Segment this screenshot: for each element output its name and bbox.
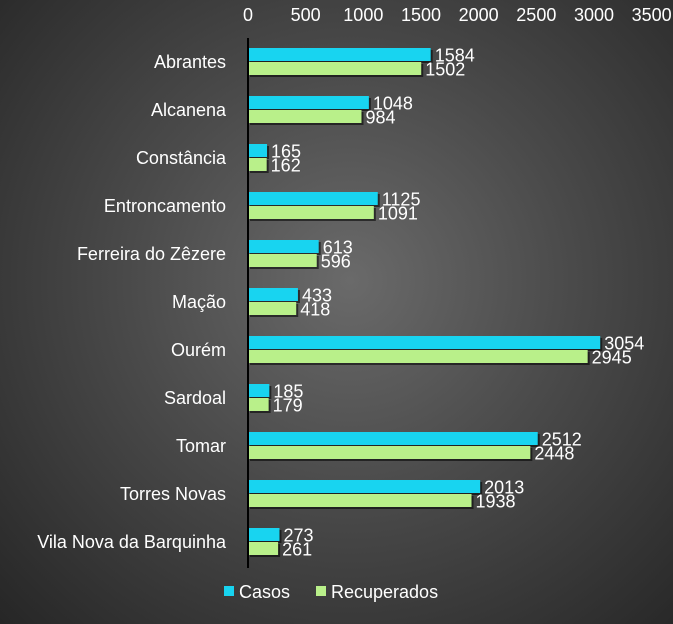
legend-swatch-casos xyxy=(224,586,234,596)
legend-label: Casos xyxy=(239,582,290,602)
bar-recuperados xyxy=(248,110,362,123)
x-tick-label: 1500 xyxy=(401,5,441,25)
category-label: Torres Novas xyxy=(120,484,226,504)
data-label: 433 xyxy=(302,286,332,306)
bar-recuperados xyxy=(248,302,297,315)
bar-casos xyxy=(248,336,601,349)
x-tick-label: 0 xyxy=(243,5,253,25)
bar-casos xyxy=(248,384,270,397)
data-label: 2945 xyxy=(592,348,632,368)
data-label: 1502 xyxy=(425,60,465,80)
data-label: 2512 xyxy=(542,430,582,450)
category-axis: Abrantes Alcanena Constância Entroncamento F… xyxy=(37,52,227,552)
category-label: Mação xyxy=(172,292,226,312)
category-label: Ourém xyxy=(171,340,226,360)
category-label: Ferreira do Zêzere xyxy=(77,244,226,264)
data-label: 596 xyxy=(321,252,351,272)
data-label: 984 xyxy=(365,108,395,128)
legend-swatch-recuperados xyxy=(316,586,326,596)
bar-recuperados xyxy=(248,494,472,507)
bar-recuperados xyxy=(248,206,374,219)
bar-casos xyxy=(248,480,481,493)
bar-casos xyxy=(248,432,538,445)
category-label: Entroncamento xyxy=(104,196,226,216)
category-label: Tomar xyxy=(176,436,226,456)
bar-casos xyxy=(248,288,298,301)
bar-recuperados xyxy=(248,542,279,555)
category-label: Sardoal xyxy=(164,388,226,408)
category-label: Vila Nova da Barquinha xyxy=(37,532,227,552)
bar-recuperados xyxy=(248,398,269,411)
x-tick-label: 3000 xyxy=(574,5,614,25)
bar-recuperados xyxy=(248,62,422,75)
bar-casos xyxy=(248,528,280,541)
bar-casos xyxy=(248,96,369,109)
data-label: 3054 xyxy=(604,334,644,354)
data-label: 2448 xyxy=(534,444,574,464)
data-label: 273 xyxy=(283,526,313,546)
data-label: 613 xyxy=(323,238,353,258)
x-tick-label: 3500 xyxy=(632,5,672,25)
x-tick-label: 500 xyxy=(291,5,321,25)
data-label: 165 xyxy=(271,142,301,162)
bar-casos xyxy=(248,192,378,205)
category-label: Alcanena xyxy=(151,100,227,120)
category-label: Constância xyxy=(136,148,227,168)
data-label: 162 xyxy=(271,156,301,176)
data-label: 1938 xyxy=(476,492,516,512)
bars: 1584 1048 165 1125 613 433 3054 185 2512 2013 273 1… xyxy=(248,46,644,560)
data-label: 179 xyxy=(273,396,303,416)
bar-recuperados xyxy=(248,254,317,267)
data-label: 1125 xyxy=(382,190,421,210)
legend: Casos Recuperados xyxy=(224,582,438,602)
x-tick-label: 2500 xyxy=(516,5,556,25)
x-tick-label: 2000 xyxy=(459,5,499,25)
data-label: 2013 xyxy=(484,478,524,498)
bar-casos xyxy=(248,144,268,157)
bar-casos xyxy=(248,240,319,253)
data-label: 1584 xyxy=(435,46,475,66)
data-label: 185 xyxy=(273,382,303,402)
bar-recuperados xyxy=(248,446,531,459)
x-tick-label: 1000 xyxy=(343,5,383,25)
data-label: 418 xyxy=(300,300,330,320)
bar-recuperados xyxy=(248,350,588,363)
legend-label: Recuperados xyxy=(331,582,438,602)
bar-recuperados xyxy=(248,158,267,171)
x-axis-ticks: 0 500 1000 1500 2000 2500 3000 3500 xyxy=(243,5,672,25)
bar-casos xyxy=(248,48,431,61)
data-label: 261 xyxy=(282,540,312,560)
category-label: Abrantes xyxy=(154,52,226,72)
data-label: 1048 xyxy=(373,94,413,114)
data-label: 1091 xyxy=(378,204,418,224)
